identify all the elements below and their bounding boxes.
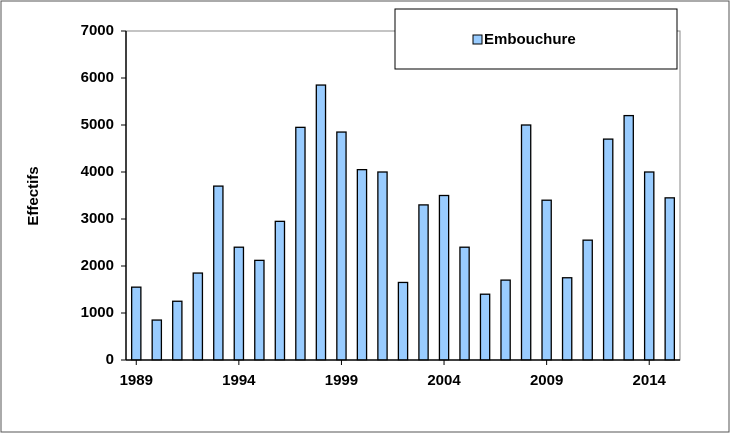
bar <box>377 171 388 361</box>
bar <box>315 84 327 361</box>
bar <box>356 168 368 361</box>
y-tick-label: 5000 <box>81 116 114 133</box>
bar <box>643 171 655 361</box>
y-tick-label: 2000 <box>81 257 114 274</box>
legend-swatch <box>472 34 483 45</box>
bar <box>336 131 347 361</box>
x-tick-label: 1999 <box>325 372 358 389</box>
bar <box>130 286 142 361</box>
bar <box>459 246 470 361</box>
legend-box <box>394 8 678 70</box>
bar <box>233 246 245 361</box>
y-tick-label: 7000 <box>81 22 114 39</box>
bar <box>541 199 552 361</box>
y-tick-label: 6000 <box>81 69 114 86</box>
x-tick-label: 2014 <box>633 372 667 389</box>
y-tick-label: 0 <box>106 351 114 368</box>
y-tick-label: 1000 <box>81 304 114 321</box>
bar <box>582 239 593 361</box>
bar <box>172 300 183 361</box>
x-tick-label: 1989 <box>120 372 153 389</box>
bar <box>192 272 204 361</box>
bar <box>295 126 306 361</box>
bar <box>479 293 491 361</box>
y-tick-label: 4000 <box>81 163 114 180</box>
y-axis-label: Effectifs <box>25 166 42 225</box>
bar <box>664 197 676 361</box>
y-tick-label: 3000 <box>81 210 114 227</box>
bar <box>254 259 265 361</box>
x-tick-label: 2004 <box>427 372 461 389</box>
bar <box>438 194 450 361</box>
bar <box>274 220 286 361</box>
bar <box>500 279 511 361</box>
legend-label: Embouchure <box>484 31 576 48</box>
bar <box>151 319 163 361</box>
bar <box>213 185 224 361</box>
bar <box>561 277 573 361</box>
bar <box>397 281 409 361</box>
bar <box>418 204 429 361</box>
bar <box>623 114 634 361</box>
x-tick-label: 1994 <box>222 372 256 389</box>
bar <box>520 124 532 361</box>
bar <box>602 138 614 361</box>
x-tick-label: 2009 <box>530 372 563 389</box>
